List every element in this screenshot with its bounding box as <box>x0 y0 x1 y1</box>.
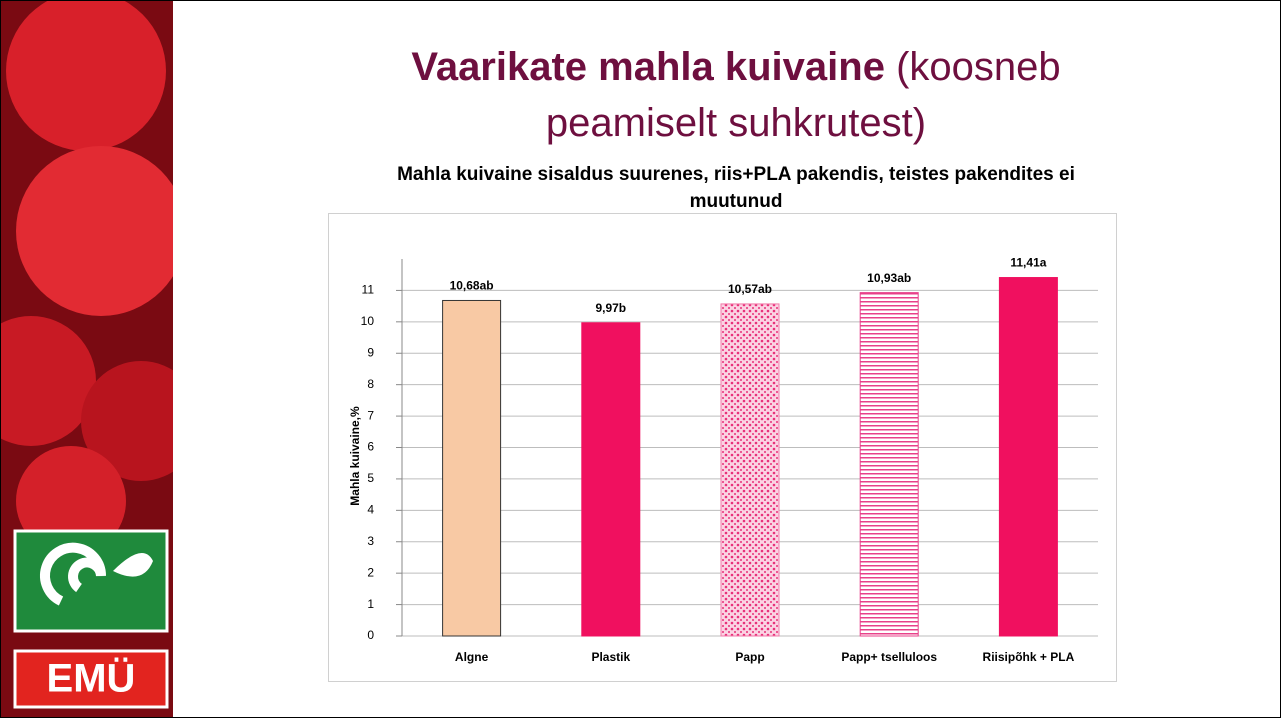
y-tick-label: 7 <box>367 408 374 422</box>
y-tick-label: 10 <box>361 314 375 328</box>
y-tick-label: 6 <box>367 440 374 454</box>
x-tick-label: Riisipõhk + PLA <box>983 650 1075 664</box>
bar <box>859 292 919 637</box>
y-tick-label: 5 <box>367 471 374 485</box>
berry <box>6 1 166 151</box>
value-label: 10,57ab <box>728 282 772 296</box>
y-tick-label: 3 <box>367 534 374 548</box>
berry <box>1 316 96 446</box>
y-tick-label: 8 <box>367 377 374 391</box>
value-label: 10,93ab <box>867 271 911 285</box>
logo-green <box>13 529 169 633</box>
chart: Mahla kuivaine,% 0 1 2 3 4 5 6 7 8 9 10 11 Algne 10,6… <box>328 213 1117 682</box>
bar <box>998 277 1058 637</box>
value-label: 11,41a <box>1010 256 1046 270</box>
subtitle: Mahla kuivaine sisaldus suurenes, riis+P… <box>397 164 1075 212</box>
x-tick-label: Algne <box>455 650 489 664</box>
y-tick-label: 0 <box>367 628 374 642</box>
y-axis-label: Mahla kuivaine,% <box>348 406 362 506</box>
title-bold: Vaarikate mahla kuivaine <box>411 45 885 89</box>
side-image: EMÜ <box>1 1 173 717</box>
logo-swirl <box>40 542 107 606</box>
bar <box>720 303 780 637</box>
berry <box>16 146 173 316</box>
y-tick-label: 11 <box>362 283 375 297</box>
x-tick-label: Plastik <box>591 650 630 664</box>
title-rest: (koosneb peamiselt suhkrutest) <box>545 45 1061 145</box>
y-tick-label: 1 <box>367 597 374 611</box>
logo-text: EMÜ <box>47 656 136 701</box>
x-tick-label: Papp <box>735 650 764 664</box>
y-tick-label: 9 <box>367 345 374 359</box>
y-tick-label: 4 <box>367 503 374 517</box>
bar <box>442 299 502 637</box>
title: Vaarikate mahla kuivaine (koosneb peamis… <box>371 39 1101 151</box>
logo-leaf <box>113 553 153 577</box>
berry <box>16 446 126 556</box>
logo-red <box>13 649 169 709</box>
value-label: 9,97b <box>595 301 626 315</box>
value-label: 10,68ab <box>450 279 494 293</box>
berry <box>81 361 173 481</box>
y-tick-label: 2 <box>367 565 374 579</box>
x-tick-label: Papp+ tselluloos <box>841 650 937 664</box>
bar <box>581 322 641 637</box>
